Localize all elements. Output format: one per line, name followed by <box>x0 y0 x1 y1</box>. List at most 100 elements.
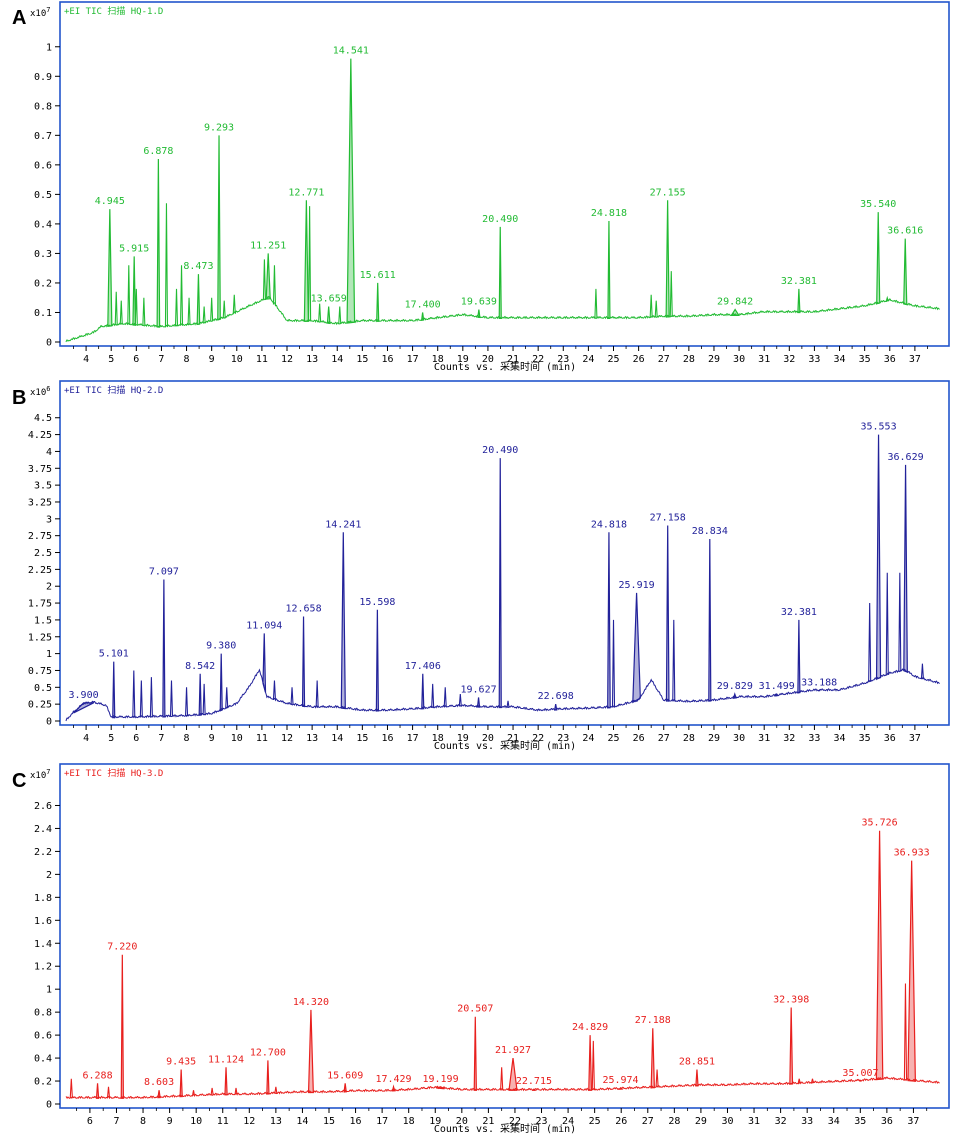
plot-frame <box>59 763 950 1109</box>
peak-32-398 <box>789 1007 794 1085</box>
x-tick-label: 8 <box>184 733 190 744</box>
minor-peak <box>184 687 189 717</box>
x-axis-label: Counts vs. 采集时间 (min) <box>434 739 576 752</box>
peak-27-155 <box>665 200 670 318</box>
peak-label: 11.094 <box>246 620 282 631</box>
peak-35-726 <box>875 830 884 1081</box>
y-tick-label: 1 <box>46 649 52 660</box>
peak-14-541 <box>346 58 356 324</box>
y-tick-label: 0.7 <box>34 131 52 142</box>
peak-20-490 <box>498 458 502 709</box>
x-tick-label: 17 <box>376 1116 388 1127</box>
x-tick-label: 35 <box>854 1116 866 1127</box>
peak-label: 28.851 <box>679 1057 715 1068</box>
x-tick-label: 6 <box>87 1116 93 1127</box>
baseline-trace <box>65 296 940 343</box>
x-tick-label: 18 <box>432 354 444 365</box>
x-tick-label: 25 <box>607 354 619 365</box>
peak-label: 13.659 <box>311 294 347 305</box>
peak-9-435 <box>179 1069 183 1098</box>
minor-peak <box>885 572 889 675</box>
peak-label: 28.834 <box>692 526 728 537</box>
y-tick-label: 1.2 <box>34 962 52 973</box>
peak-label: 20.490 <box>482 445 518 456</box>
x-tick-label: 29 <box>708 733 720 744</box>
peak-20-507 <box>473 1016 477 1091</box>
minor-peak <box>458 693 462 707</box>
peak-8-542 <box>198 673 202 716</box>
y-tick-label: 2.4 <box>34 824 52 835</box>
minor-peak <box>169 680 174 717</box>
x-tick-label: 15 <box>356 354 368 365</box>
panel-letter: B <box>12 387 26 409</box>
peak-11-124 <box>224 1067 228 1096</box>
y-tick-label: 0 <box>46 717 52 728</box>
y-tick-label: 0.6 <box>34 1031 52 1042</box>
minor-peak <box>149 677 153 718</box>
x-tick-label: 22 <box>532 733 544 744</box>
peak-label: 35.007 <box>842 1068 878 1079</box>
x-tick-label: 18 <box>403 1116 415 1127</box>
peak-5-915 <box>132 256 137 326</box>
x-tick-label: 19 <box>429 1116 441 1127</box>
x-tick-label: 12 <box>281 733 293 744</box>
peak-label: 24.829 <box>572 1022 608 1033</box>
x-tick-label: 25 <box>589 1116 601 1127</box>
minor-peak <box>127 265 131 325</box>
x-tick-label: 23 <box>557 354 569 365</box>
peak-6-288 <box>95 1083 100 1099</box>
peak-label: 20.507 <box>457 1004 493 1015</box>
peak-label: 6.878 <box>143 146 173 157</box>
peak-label: 27.188 <box>635 1015 671 1026</box>
peak-label: 35.540 <box>860 199 896 210</box>
y-tick-label: 2.25 <box>28 565 52 576</box>
y-tick-label: 2 <box>46 870 52 881</box>
x-tick-label: 20 <box>482 354 494 365</box>
peak-13-659 <box>326 306 331 325</box>
peak-35-553 <box>875 434 882 681</box>
minor-peak <box>274 1086 278 1094</box>
plot-frame <box>59 380 950 726</box>
x-tick-label: 17 <box>407 354 419 365</box>
peak-17-400 <box>420 312 425 321</box>
peak-label: 31.499 <box>759 681 795 692</box>
peak-25-974 <box>617 1087 624 1090</box>
x-tick-label: 17 <box>407 733 419 744</box>
peak-label: 17.429 <box>375 1074 411 1085</box>
chart-title: +EI TIC 扫描 HQ-3.D <box>64 767 163 779</box>
peak-12-771 <box>303 200 309 322</box>
x-tick-label: 32 <box>783 354 795 365</box>
x-tick-label: 31 <box>758 354 770 365</box>
peak-label: 4.945 <box>95 196 125 207</box>
x-tick-label: 33 <box>808 354 820 365</box>
y-tick-label: 0.4 <box>34 1054 52 1065</box>
minor-peak <box>232 294 236 314</box>
minor-peak <box>611 619 616 708</box>
y-tick-label: 0.8 <box>34 101 52 112</box>
minor-peak <box>898 572 902 672</box>
minor-peak <box>431 683 435 708</box>
peak-32-381 <box>797 288 801 314</box>
y-tick-label: 4 <box>46 447 52 458</box>
x-tick-label: 7 <box>113 1116 119 1127</box>
peak-label: 19.627 <box>461 684 497 695</box>
y-tick-label: 0.6 <box>34 160 52 171</box>
x-tick-label: 15 <box>323 1116 335 1127</box>
y-tick-label: 1.25 <box>28 632 52 643</box>
peak-label: 5.915 <box>119 243 149 254</box>
x-tick-label: 9 <box>209 354 215 365</box>
x-tick-label: 31 <box>758 733 770 744</box>
minor-peak <box>318 303 322 323</box>
x-tick-label: 6 <box>133 733 139 744</box>
minor-peak <box>132 670 136 718</box>
peak-24-818 <box>607 532 611 709</box>
x-tick-label: 29 <box>708 354 720 365</box>
minor-peak <box>210 1087 214 1096</box>
minor-peak <box>272 265 277 305</box>
x-tick-label: 11 <box>217 1116 229 1127</box>
x-tick-label: 37 <box>909 354 921 365</box>
y-tick-label: 3.25 <box>28 497 52 508</box>
x-tick-label: 6 <box>133 354 139 365</box>
peak-label: 7.220 <box>107 942 137 953</box>
